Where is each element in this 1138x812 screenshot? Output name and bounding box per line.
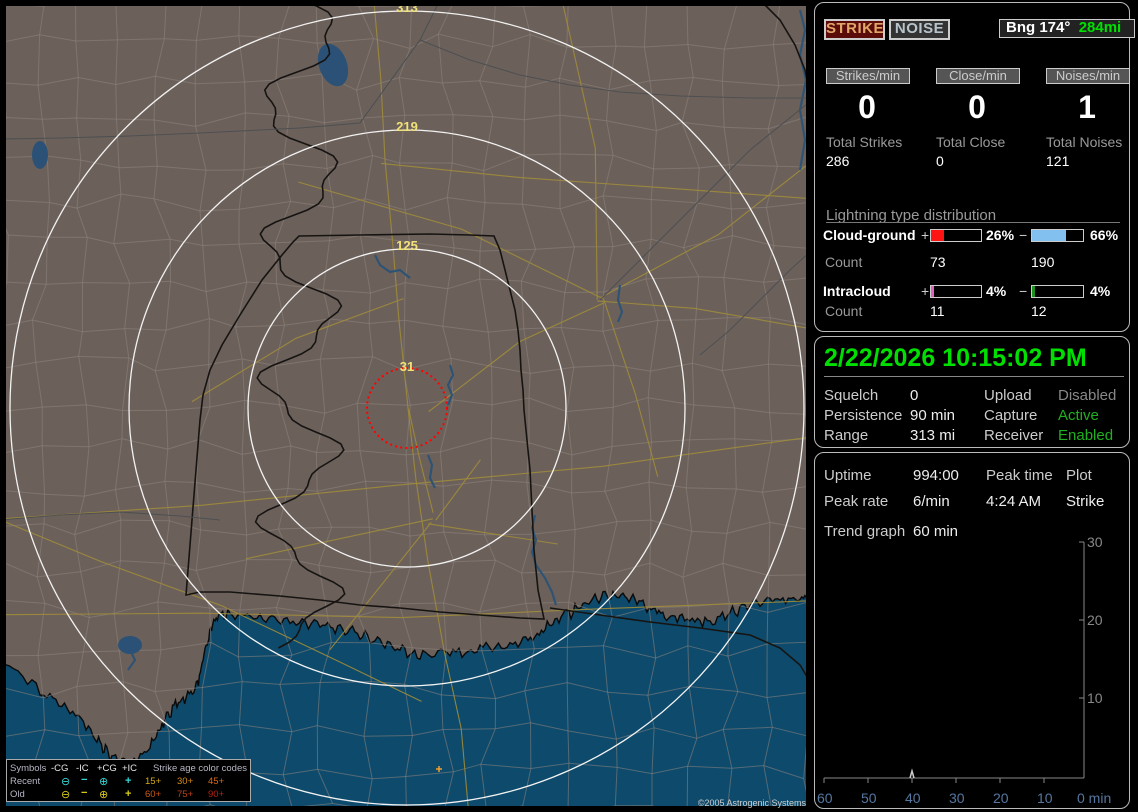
svg-text:125: 125 (396, 238, 418, 253)
svg-text:31: 31 (400, 359, 414, 374)
svg-text:20: 20 (1087, 612, 1103, 628)
svg-text:60: 60 (817, 790, 833, 806)
svg-text:+IC: +IC (122, 763, 137, 774)
svg-text:60+: 60+ (145, 789, 162, 800)
svg-text:10: 10 (1087, 690, 1103, 706)
svg-text:+CG: +CG (97, 763, 117, 774)
svg-text:219: 219 (396, 119, 418, 134)
svg-text:Strike age color codes: Strike age color codes (153, 763, 247, 774)
svg-text:75+: 75+ (177, 789, 194, 800)
svg-text:15+: 15+ (145, 776, 162, 787)
svg-text:⊖: ⊖ (61, 776, 70, 788)
svg-text:⊕: ⊕ (99, 789, 108, 801)
svg-text:⊖: ⊖ (61, 789, 70, 801)
svg-text:+: + (125, 775, 131, 787)
svg-text:10: 10 (1037, 790, 1053, 806)
svg-text:30+: 30+ (177, 776, 194, 787)
svg-text:50: 50 (861, 790, 877, 806)
svg-text:Recent: Recent (10, 776, 40, 787)
svg-text:-CG: -CG (51, 763, 68, 774)
svg-text:40: 40 (905, 790, 921, 806)
svg-text:+: + (125, 788, 131, 800)
svg-text:0 min: 0 min (1077, 790, 1111, 806)
svg-text:30: 30 (949, 790, 965, 806)
svg-text:45+: 45+ (208, 776, 225, 787)
svg-text:Symbols: Symbols (10, 763, 47, 774)
svg-text:30: 30 (1087, 534, 1103, 550)
svg-text:⊕: ⊕ (99, 776, 108, 788)
svg-text:−: − (81, 774, 87, 786)
svg-text:90+: 90+ (208, 789, 225, 800)
svg-text:Old: Old (10, 789, 25, 800)
svg-text:-IC: -IC (76, 763, 89, 774)
svg-text:−: − (81, 787, 87, 799)
svg-text:20: 20 (993, 790, 1009, 806)
